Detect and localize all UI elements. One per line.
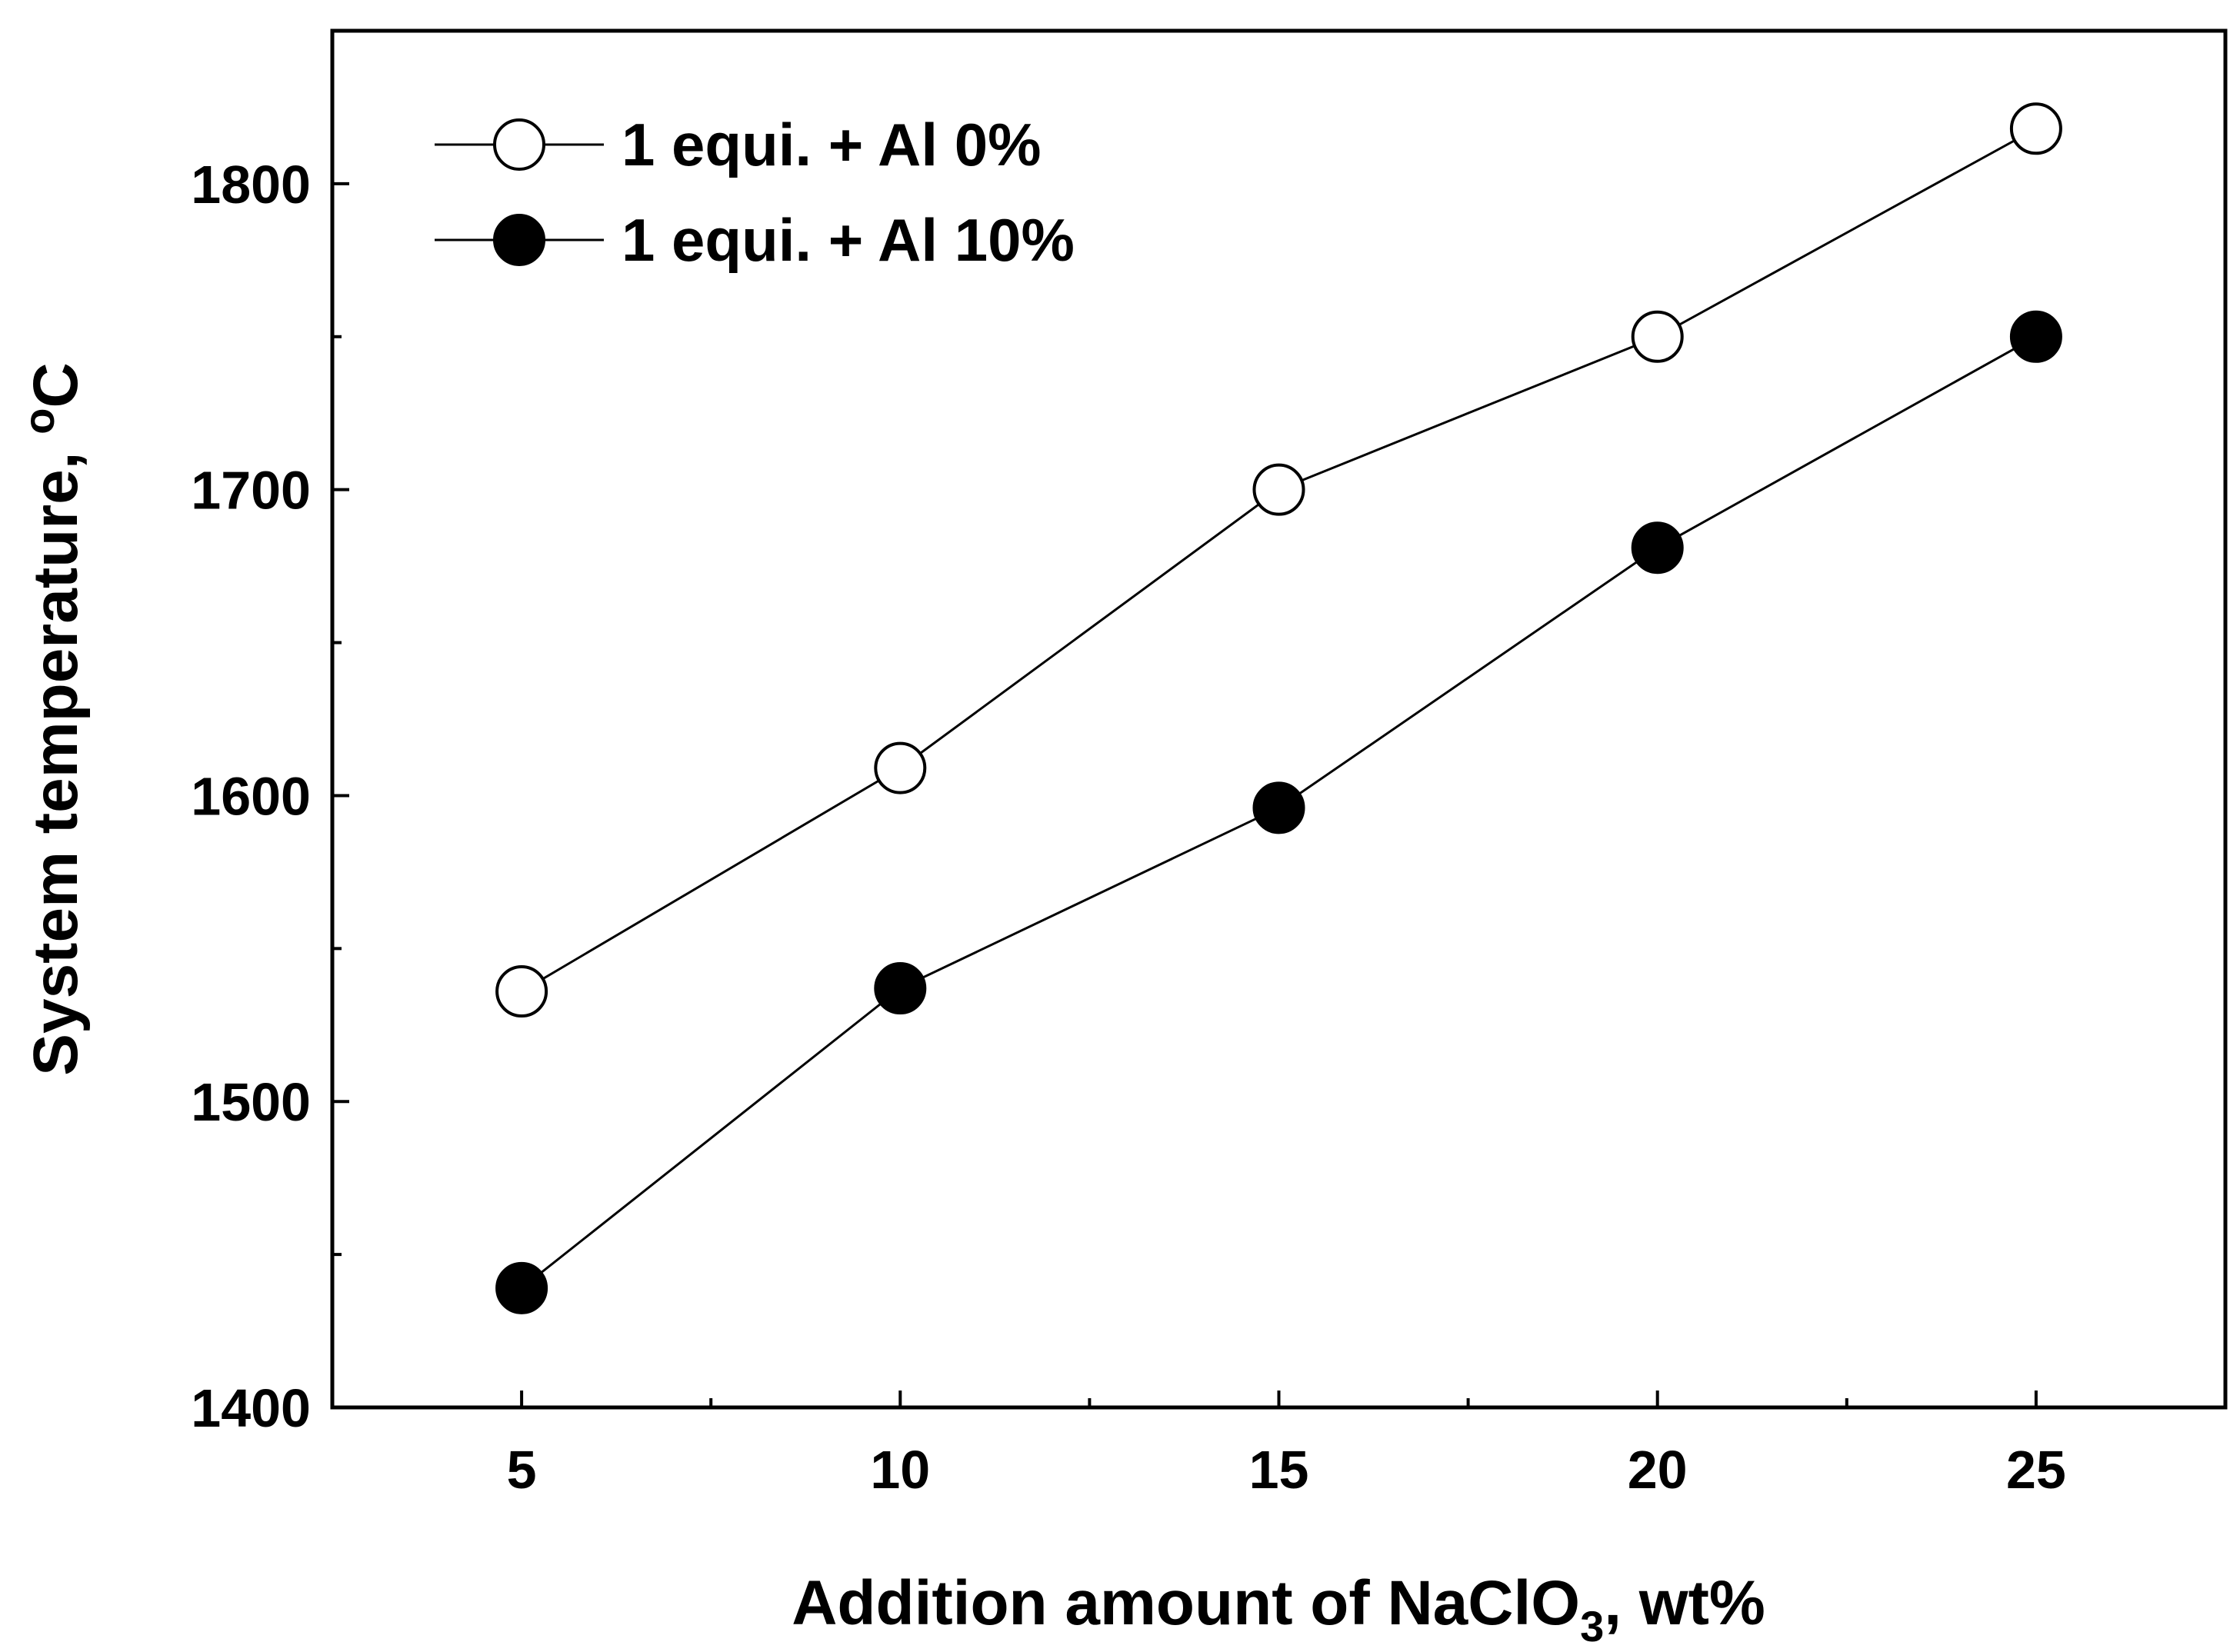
series-2-point <box>874 962 927 1015</box>
axis-tick-labels: 5 10 15 20 25 1400 1500 1600 1700 1800 <box>191 155 2066 1500</box>
x-tick-label: 15 <box>1249 1440 1309 1500</box>
x-tick-label: 20 <box>1628 1440 1688 1500</box>
legend-marker-1 <box>493 118 545 171</box>
y-axis-label: System temperature, oC <box>15 362 91 1075</box>
y-tick-label: 1800 <box>191 155 311 215</box>
series-1-point <box>1252 463 1305 516</box>
y-tick-label: 1700 <box>191 461 311 521</box>
series-1-point <box>495 965 548 1018</box>
series-layer <box>495 102 2062 1314</box>
series-2-point <box>1631 521 1684 575</box>
x-axis-label-subscript: 3 <box>1580 1602 1604 1650</box>
series-2-point <box>2009 310 2062 363</box>
y-axis-label-unit: C <box>21 362 91 408</box>
legend-label-2: 1 equi. + Al 10% <box>622 206 1075 274</box>
x-tick-label: 10 <box>870 1440 930 1500</box>
legend: 1 equi. + Al 0% 1 equi. + Al 10% <box>435 111 1075 274</box>
y-tick-label: 1600 <box>191 766 311 826</box>
y-axis-label-degree: o <box>15 408 63 434</box>
series-2-point <box>1252 781 1305 834</box>
series-1-point <box>2009 102 2062 155</box>
legend-marker-2 <box>493 214 545 266</box>
y-tick-label: 1400 <box>191 1378 311 1438</box>
y-tick-label: 1500 <box>191 1072 311 1132</box>
x-axis-label-tail: , wt% <box>1604 1568 1765 1638</box>
series-1-point <box>1631 310 1684 363</box>
series-2-point <box>495 1261 548 1314</box>
plot-frame <box>330 28 2228 1410</box>
x-tick-label: 5 <box>507 1440 537 1500</box>
x-axis-label: Addition amount of NaClO3, wt% <box>792 1568 1765 1650</box>
axis-ticks <box>332 182 2038 1409</box>
series-1-point <box>874 741 927 794</box>
x-tick-label: 25 <box>2006 1440 2066 1500</box>
legend-label-1: 1 equi. + Al 0% <box>622 111 1041 178</box>
